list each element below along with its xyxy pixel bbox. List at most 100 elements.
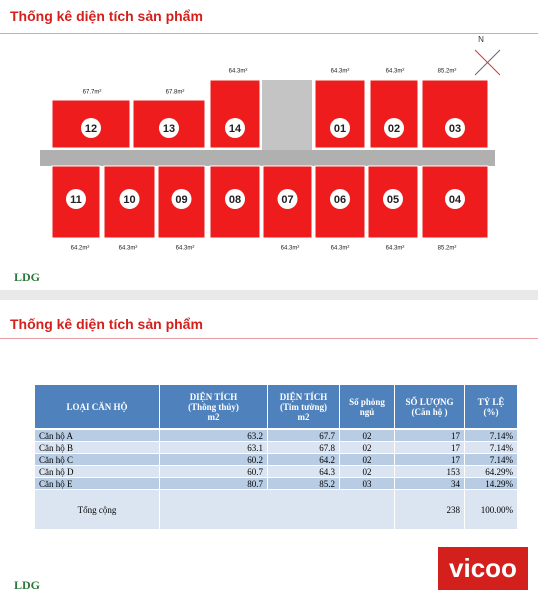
unit-number: 14 (229, 123, 242, 135)
table-cell: 7.14% (465, 442, 518, 454)
area-label: 64.3m² (119, 246, 138, 252)
area-label: 64.3m² (229, 69, 248, 75)
table-cell: 67.7 (268, 430, 340, 442)
header-text: (%) (483, 406, 499, 417)
header-text: SỐ LƯỢNG (405, 396, 454, 407)
title-rule (0, 33, 538, 34)
unit (314, 79, 366, 149)
slide-table: Thống kê diện tích sản phẩm LOẠI CĂN HỘ D… (0, 300, 538, 600)
table-cell: 63.1 (160, 442, 268, 454)
unit-badge (119, 189, 140, 209)
table-cell (160, 490, 395, 530)
table-cell: Căn hộ B (35, 442, 160, 454)
unit-number: 12 (85, 123, 97, 135)
area-label: 64.2m² (71, 246, 90, 252)
area-label: 85.2m² (438, 246, 457, 252)
header-text: (Thông thủy) (188, 401, 239, 412)
unit-number: 08 (229, 194, 241, 206)
compass (474, 49, 501, 76)
table-cell: Tổng cộng (35, 490, 160, 530)
table-cell: Căn hộ A (35, 430, 160, 442)
header-text: ngủ (359, 406, 375, 417)
header-text: LOẠI CĂN HỘ (66, 401, 128, 412)
core (262, 80, 312, 150)
corridor (40, 150, 495, 166)
table-cell: 03 (340, 478, 395, 490)
table-cell: Căn hộ E (35, 478, 160, 490)
table-cell: 60.2 (160, 454, 268, 466)
unit-badge (445, 189, 465, 209)
table-cell: DIỆN TÍCH (Thông thủy) m2 (160, 385, 268, 429)
header-text: (Căn hộ ) (411, 406, 448, 417)
table-cell: 60.7 (160, 466, 268, 478)
unit-number: 02 (388, 123, 400, 135)
header-text: m2 (207, 411, 220, 422)
area-label: 67.8m² (166, 90, 185, 96)
table-cell: 67.8 (268, 442, 340, 454)
table-cell: Số phòng ngủ (340, 385, 395, 429)
table-cell: 64.3 (268, 466, 340, 478)
area-label: 64.3m² (331, 69, 350, 75)
table-cell: 64.29% (465, 466, 518, 478)
unit-number: 04 (449, 194, 462, 206)
table-cell: 7.14% (465, 454, 518, 466)
table-cell: SỐ LƯỢNG (Căn hộ ) (395, 385, 465, 429)
unit-number: 10 (123, 194, 135, 206)
unit-badge (171, 189, 192, 209)
table-cell: 02 (340, 442, 395, 454)
header-text: DIỆN TÍCH (279, 391, 328, 402)
table-cell: 02 (340, 454, 395, 466)
table-cell: 02 (340, 430, 395, 442)
logo: LDG (14, 578, 41, 592)
table-cell: 17 (395, 430, 465, 442)
area-label: 85.2m² (438, 69, 457, 75)
slide-title: Thống kê diện tích sản phẩm (10, 8, 203, 24)
unit-badge (445, 118, 465, 138)
unit-badge (225, 189, 245, 209)
table-cell: DIỆN TÍCH (Tim tường) m2 (268, 385, 340, 429)
header-text: (Tim tường) (280, 401, 327, 412)
area-label: 64.3m² (176, 246, 195, 252)
slide-floor-plan: Thống kê diện tích sản phẩm N 12 13 14 01 02… (0, 0, 538, 290)
logo: LDG (14, 270, 41, 284)
header-text: m2 (297, 411, 310, 422)
header-text: Số phòng (349, 396, 385, 407)
brand-logo: vicoo (438, 547, 528, 590)
table-cell: LOẠI CĂN HỘ (35, 385, 160, 429)
unit-badge (277, 189, 298, 209)
unit-number: 01 (334, 123, 346, 135)
table-cell: 17 (395, 442, 465, 454)
table-cell: 02 (340, 466, 395, 478)
floor-plan: N 12 13 14 01 02 03 11 10 09 08 07 06 05 04 67.7m² 67.8… (40, 35, 501, 252)
unit-number: 11 (70, 194, 82, 206)
unit (209, 165, 261, 239)
table-cell: 63.2 (160, 430, 268, 442)
unit-badge (159, 118, 179, 138)
table-cell: 7.14% (465, 430, 518, 442)
unit-number: 07 (281, 194, 293, 206)
table-cell: Căn hộ D (35, 466, 160, 478)
header-text: DIỆN TÍCH (189, 391, 238, 402)
slide-title: Thống kê diện tích sản phẩm (10, 316, 203, 332)
unit-badge (81, 118, 101, 138)
table-cell: 153 (395, 466, 465, 478)
unit-badge (225, 118, 245, 138)
area-label: 64.3m² (386, 246, 405, 252)
title-rule (0, 338, 538, 339)
unit-badge (330, 118, 350, 138)
area-label: 67.7m² (83, 90, 102, 96)
unit-number: 03 (449, 123, 461, 135)
unit (421, 79, 489, 149)
unit-badge (66, 189, 86, 209)
unit-badge (330, 189, 350, 209)
table-cell: 14.29% (465, 478, 518, 490)
unit-number: 05 (387, 194, 399, 206)
area-label: 64.3m² (386, 69, 405, 75)
unit-number: 06 (334, 194, 346, 206)
table-cell: Căn hộ C (35, 454, 160, 466)
table-cell: 100.00% (465, 490, 518, 530)
table-cell: 85.2 (268, 478, 340, 490)
table-cell: 64.2 (268, 454, 340, 466)
table-cell: 238 (395, 490, 465, 530)
